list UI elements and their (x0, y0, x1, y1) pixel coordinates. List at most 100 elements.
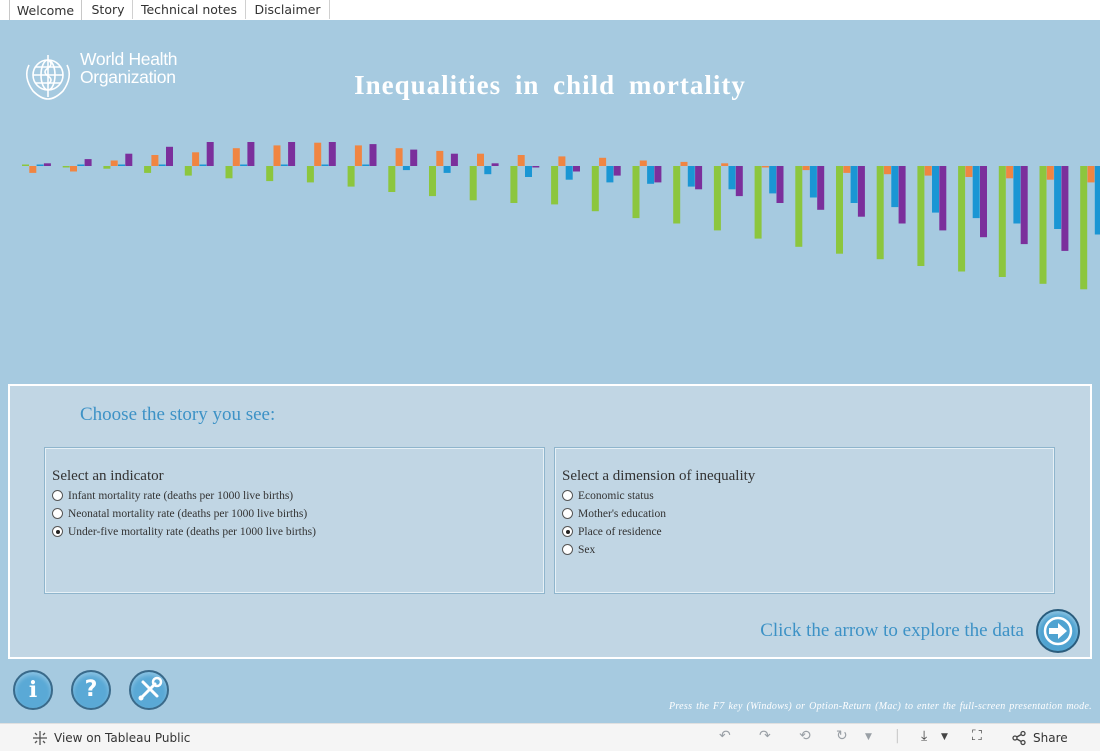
view-on-tableau-link[interactable]: View on Tableau Public (32, 730, 190, 746)
tab-technical-notes[interactable]: Technical notes (133, 0, 246, 19)
chart-bar-blue (769, 166, 777, 194)
chart-bar-purple (1020, 166, 1028, 245)
radio-icon[interactable] (562, 508, 573, 519)
radio-icon[interactable] (52, 526, 63, 537)
chart-bar-orange (1046, 166, 1054, 180)
chart-bar-purple (1061, 166, 1069, 251)
chart-bar-blue (280, 164, 288, 166)
dimension-selector: Select a dimension of inequality Economi… (554, 447, 1055, 594)
tools-button[interactable] (129, 670, 169, 710)
dimension-selector-title: Select a dimension of inequality (562, 468, 756, 484)
chart-bar-green (62, 166, 70, 168)
radio-icon[interactable] (52, 490, 63, 501)
chart-bar-purple (695, 166, 703, 190)
chart-bar-orange (843, 166, 851, 173)
radio-icon[interactable] (562, 544, 573, 555)
chart-bar-orange (721, 163, 729, 166)
story-tab-bar: Welcome Story Technical notes Disclaimer (0, 0, 1100, 21)
chart-bar-blue (362, 164, 370, 166)
chart-bar-purple (43, 163, 51, 166)
chart-bar-purple (166, 146, 173, 166)
download-icon[interactable]: ⤓ (921, 728, 928, 744)
story-chooser-panel: Choose the story you see: Select an indi… (8, 384, 1092, 659)
chart-bar-green (347, 166, 355, 187)
chart-bar-orange (436, 150, 444, 166)
indicator-option-infant[interactable]: Infant mortality rate (deaths per 1000 l… (52, 487, 293, 504)
chart-bar-orange (151, 155, 159, 166)
chart-bar-blue (1013, 166, 1021, 224)
indicator-option-under-five[interactable]: Under-five mortality rate (deaths per 10… (52, 523, 316, 540)
chart-bar-blue (402, 166, 410, 171)
chart-bar-orange (29, 166, 37, 173)
dimension-option-place-of-residence[interactable]: Place of residence (562, 523, 662, 540)
radio-icon[interactable] (562, 526, 573, 537)
chart-bar-green (754, 166, 762, 239)
chart-bar-purple (206, 142, 214, 166)
dashboard: World Health Organization Inequalities i… (0, 20, 1100, 723)
chart-bar-orange (70, 166, 77, 172)
chart-bar-blue (158, 164, 166, 166)
chart-bar-green (22, 164, 29, 166)
chart-bar-blue (118, 164, 125, 166)
chart-bar-green (266, 166, 274, 182)
radio-icon[interactable] (52, 508, 63, 519)
chart-bar-green (469, 166, 477, 201)
chart-bar-purple (288, 142, 296, 166)
chart-bar-green (917, 166, 925, 266)
tab-welcome[interactable]: Welcome (9, 0, 82, 20)
chart-bar-orange (314, 142, 322, 166)
chart-bar-green (632, 166, 640, 219)
chart-bar-green (429, 166, 436, 197)
tableau-toolbar: View on Tableau Public ↶ ↷ ⟲ ↻ ▼ | ⤓ ▼ ⛶… (0, 723, 1100, 751)
dimension-option-economic-status[interactable]: Economic status (562, 487, 654, 504)
dimension-option-sex[interactable]: Sex (562, 541, 595, 558)
chart-bar-green (673, 166, 681, 224)
share-button[interactable]: Share (1011, 730, 1068, 746)
chart-bar-blue (647, 166, 655, 184)
redo-icon[interactable]: ↷ (759, 728, 771, 744)
chart-bar-blue (240, 164, 248, 166)
chart-bar-green (551, 166, 559, 205)
info-button[interactable]: i (13, 670, 53, 710)
tab-disclaimer[interactable]: Disclaimer (246, 0, 330, 19)
radio-icon[interactable] (562, 490, 573, 501)
chart-bar-green (958, 166, 966, 272)
page-title: Inequalities in child mortality (354, 70, 746, 100)
chart-bar-green (713, 166, 721, 231)
tab-story[interactable]: Story (84, 0, 133, 19)
chart-bar-blue (891, 166, 899, 208)
help-button[interactable]: ? (71, 670, 111, 710)
refresh-icon[interactable]: ↻ (836, 728, 848, 744)
fullscreen-icon[interactable]: ⛶ (972, 728, 982, 744)
chart-bar-orange (599, 157, 607, 166)
chart-bar-green (510, 166, 518, 203)
chart-bar-green (1039, 166, 1047, 284)
chart-bar-blue (443, 166, 451, 173)
chart-bar-orange (802, 166, 810, 171)
revert-icon[interactable]: ⟲ (799, 728, 811, 744)
chart-bar-orange (680, 161, 688, 166)
chart-bar-purple (776, 166, 784, 203)
chart-bar-green (998, 166, 1006, 277)
chart-bar-blue (199, 164, 207, 166)
dimension-option-mothers-education[interactable]: Mother's education (562, 505, 666, 522)
who-emblem-icon (25, 55, 71, 100)
share-icon (1012, 730, 1026, 746)
chart-bar-orange (558, 156, 566, 166)
chart-bar-green (103, 166, 111, 169)
info-icon: i (28, 677, 38, 703)
download-dropdown-icon[interactable]: ▼ (941, 732, 948, 742)
chart-bar-purple (532, 166, 540, 168)
explore-arrow-button[interactable] (1036, 609, 1080, 653)
chart-bar-orange (354, 145, 362, 166)
indicator-option-neonatal[interactable]: Neonatal mortality rate (deaths per 1000… (52, 505, 307, 522)
chart-bar-orange (395, 148, 403, 166)
chart-bar-blue (972, 166, 980, 219)
chart-bar-purple (125, 153, 133, 166)
chart-bar-purple (735, 166, 743, 197)
undo-icon[interactable]: ↶ (719, 728, 731, 744)
chart-bar-purple (450, 153, 458, 166)
chart-bar-orange (761, 166, 769, 168)
chart-bar-blue (484, 166, 492, 175)
refresh-dropdown-icon[interactable]: ▼ (865, 732, 872, 742)
